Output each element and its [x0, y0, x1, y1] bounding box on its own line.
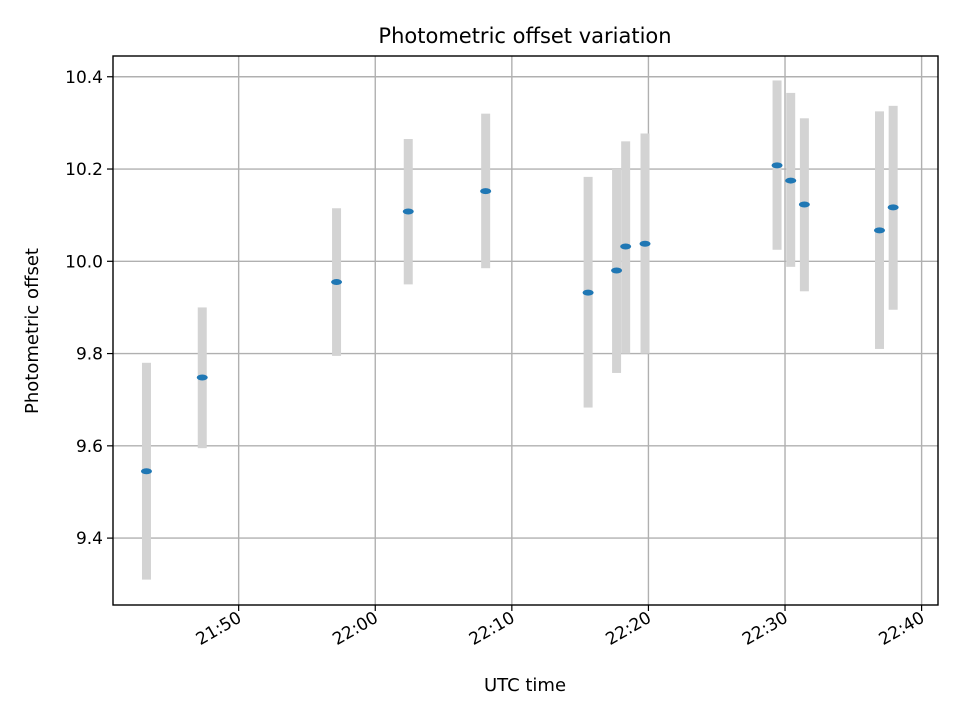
data-point-marker — [785, 177, 797, 184]
x-tick-label: 22:20 — [602, 608, 654, 650]
y-tick-label: 9.8 — [76, 345, 103, 365]
grid-layer — [113, 56, 938, 605]
y-tick-label: 9.4 — [76, 529, 103, 549]
plot-frame — [112, 55, 939, 606]
y-tick-label: 9.6 — [76, 437, 103, 457]
x-tick-label: 22:30 — [739, 608, 791, 650]
chart-title: Photometric offset variation — [378, 24, 671, 48]
x-tick-label: 22:40 — [876, 608, 928, 650]
y-tick-label: 10.4 — [65, 68, 103, 88]
errorbar-layer — [141, 80, 898, 580]
data-point-marker — [771, 162, 783, 169]
data-point-marker — [196, 374, 208, 381]
x-tick-layer: 21:50 22:00 22:10 22:20 22:30 22:40 — [193, 605, 928, 650]
marker-layer — [140, 162, 899, 475]
data-point-marker — [582, 289, 594, 296]
data-point-marker — [620, 243, 632, 250]
data-point-marker — [480, 188, 492, 195]
y-tick-layer: 9.4 9.6 9.8 10.0 10.2 10.4 — [65, 68, 113, 549]
x-tick-label: 22:00 — [329, 608, 381, 650]
data-point-marker — [873, 227, 885, 234]
data-point-marker — [798, 201, 810, 208]
data-point-marker — [887, 204, 899, 211]
data-point-marker — [639, 240, 651, 247]
data-point-marker — [140, 468, 152, 475]
x-tick-label: 21:50 — [193, 608, 245, 650]
y-tick-label: 10.0 — [65, 252, 103, 272]
data-point-marker — [611, 267, 623, 274]
y-axis-title: Photometric offset — [22, 248, 43, 414]
x-tick-label: 22:10 — [466, 608, 518, 650]
y-tick-label: 10.2 — [65, 160, 103, 180]
data-point-marker — [402, 208, 414, 215]
x-axis-title: UTC time — [484, 675, 566, 696]
data-point-marker — [331, 279, 343, 286]
